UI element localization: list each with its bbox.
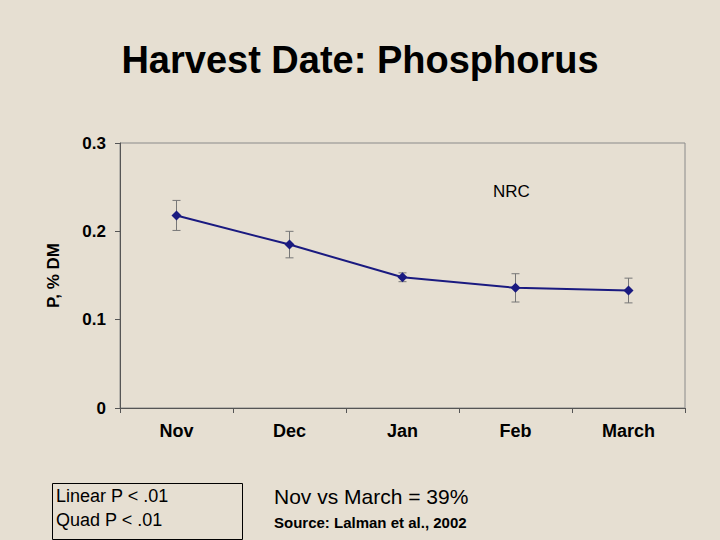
svg-text:Dec: Dec	[273, 421, 306, 441]
svg-text:Source: Lalman et al., 2002: Source: Lalman et al., 2002	[274, 514, 467, 531]
svg-text:0: 0	[97, 399, 106, 418]
svg-text:P, % DM: P, % DM	[44, 243, 63, 308]
svg-text:March: March	[602, 421, 655, 441]
svg-text:Nov vs March = 39%: Nov vs March = 39%	[274, 485, 468, 508]
svg-text:Jan: Jan	[387, 421, 418, 441]
svg-text:Harvest Date: Phosphorus: Harvest Date: Phosphorus	[121, 39, 598, 81]
svg-text:Feb: Feb	[499, 421, 531, 441]
svg-text:0.3: 0.3	[82, 134, 106, 153]
svg-text:Quad P < .01: Quad P < .01	[56, 510, 162, 530]
svg-text:Linear P < .01: Linear P < .01	[56, 486, 168, 506]
svg-text:Nov: Nov	[159, 421, 193, 441]
svg-text:NRC: NRC	[493, 182, 530, 201]
svg-text:0.2: 0.2	[82, 222, 106, 241]
svg-text:0.1: 0.1	[82, 310, 106, 329]
